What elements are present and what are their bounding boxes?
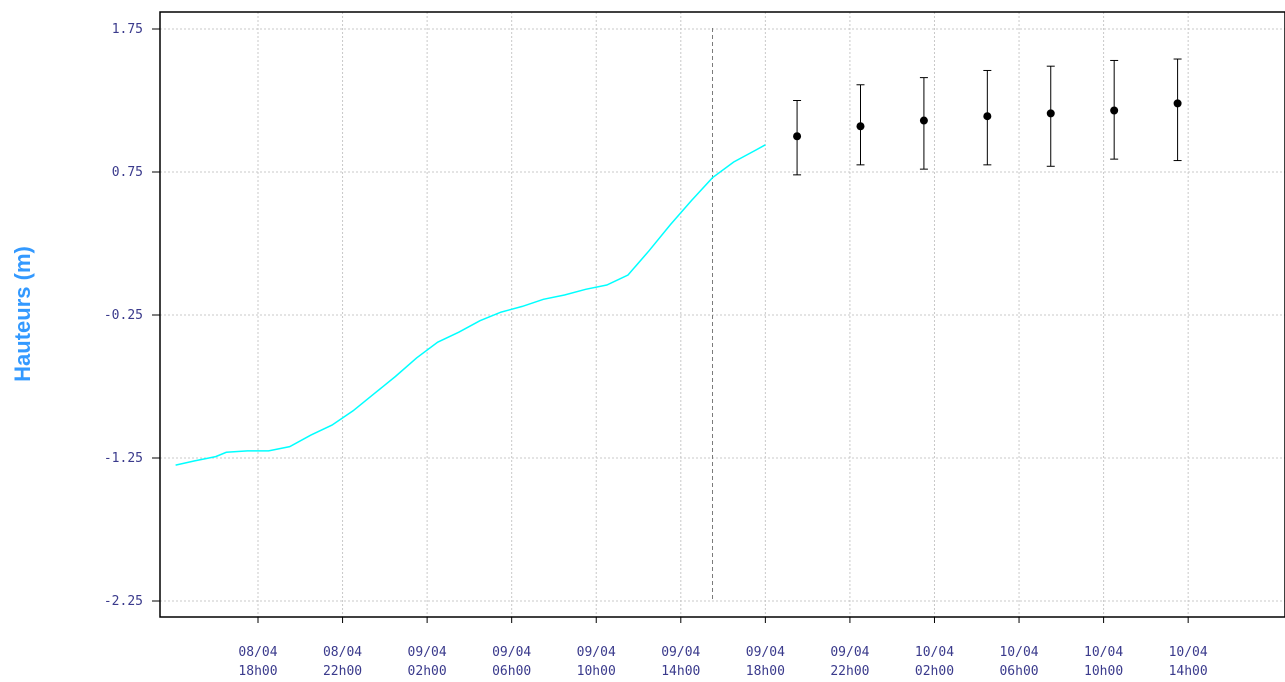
x-tick-time-label: 10h00 bbox=[1084, 664, 1123, 679]
grid-layer bbox=[160, 12, 1285, 617]
x-tick-time-label: 10h00 bbox=[577, 664, 616, 679]
y-tick-label: 0.75 bbox=[112, 165, 143, 180]
x-tick-time-label: 14h00 bbox=[661, 664, 700, 679]
x-tick-time-label: 06h00 bbox=[492, 664, 531, 679]
forecast-point bbox=[919, 116, 928, 125]
x-tick-time-label: 06h00 bbox=[999, 664, 1038, 679]
x-tick-date-label: 10/04 bbox=[915, 645, 954, 660]
forecast-point bbox=[1110, 106, 1119, 115]
x-tick-time-label: 22h00 bbox=[323, 664, 362, 679]
y-axis-ticks: 1.75 0.75 -0.25 -1.25 -2.25 bbox=[104, 22, 160, 609]
forecast-point bbox=[1046, 109, 1055, 118]
forecast-point-group bbox=[1046, 65, 1055, 167]
observed-series-line bbox=[175, 144, 766, 466]
x-axis-ticks: 08/04 18h00 08/04 22h00 09/04 02h00 09/04 06h00… bbox=[238, 617, 1208, 679]
y-tick-label: 1.75 bbox=[112, 22, 143, 37]
x-tick-date-label: 09/04 bbox=[661, 645, 700, 660]
x-tick-time-label: 22h00 bbox=[830, 664, 869, 679]
forecast-point-group bbox=[1110, 59, 1119, 160]
x-tick-date-label: 08/04 bbox=[323, 645, 362, 660]
y-axis-label: Hauteurs (m) bbox=[10, 246, 35, 382]
forecast-point bbox=[793, 132, 802, 141]
forecast-point bbox=[856, 122, 865, 131]
forecast-point-group bbox=[856, 84, 865, 166]
x-tick-time-label: 02h00 bbox=[915, 664, 954, 679]
x-tick-date-label: 09/04 bbox=[408, 645, 447, 660]
x-tick-date-label: 09/04 bbox=[577, 645, 616, 660]
forecast-point bbox=[983, 112, 992, 121]
x-tick-time-label: 14h00 bbox=[1169, 664, 1208, 679]
x-tick-date-label: 10/04 bbox=[1084, 645, 1123, 660]
x-tick-time-label: 02h00 bbox=[408, 664, 447, 679]
forecast-point-group bbox=[983, 69, 992, 166]
x-tick-date-label: 09/04 bbox=[746, 645, 785, 660]
forecast-point-group bbox=[793, 100, 802, 176]
x-tick-time-label: 18h00 bbox=[746, 664, 785, 679]
x-tick-date-label: 09/04 bbox=[830, 645, 869, 660]
forecast-series bbox=[793, 58, 1182, 176]
y-tick-label: -2.25 bbox=[104, 594, 143, 609]
forecast-point bbox=[1173, 99, 1182, 108]
x-tick-time-label: 18h00 bbox=[238, 664, 277, 679]
x-tick-date-label: 10/04 bbox=[999, 645, 1038, 660]
x-tick-date-label: 10/04 bbox=[1169, 645, 1208, 660]
forecast-point-group bbox=[919, 77, 928, 170]
y-tick-label: -1.25 bbox=[104, 451, 143, 466]
forecast-point-group bbox=[1173, 58, 1182, 162]
x-tick-date-label: 09/04 bbox=[492, 645, 531, 660]
y-tick-label: -0.25 bbox=[104, 308, 143, 323]
x-tick-date-label: 08/04 bbox=[238, 645, 277, 660]
